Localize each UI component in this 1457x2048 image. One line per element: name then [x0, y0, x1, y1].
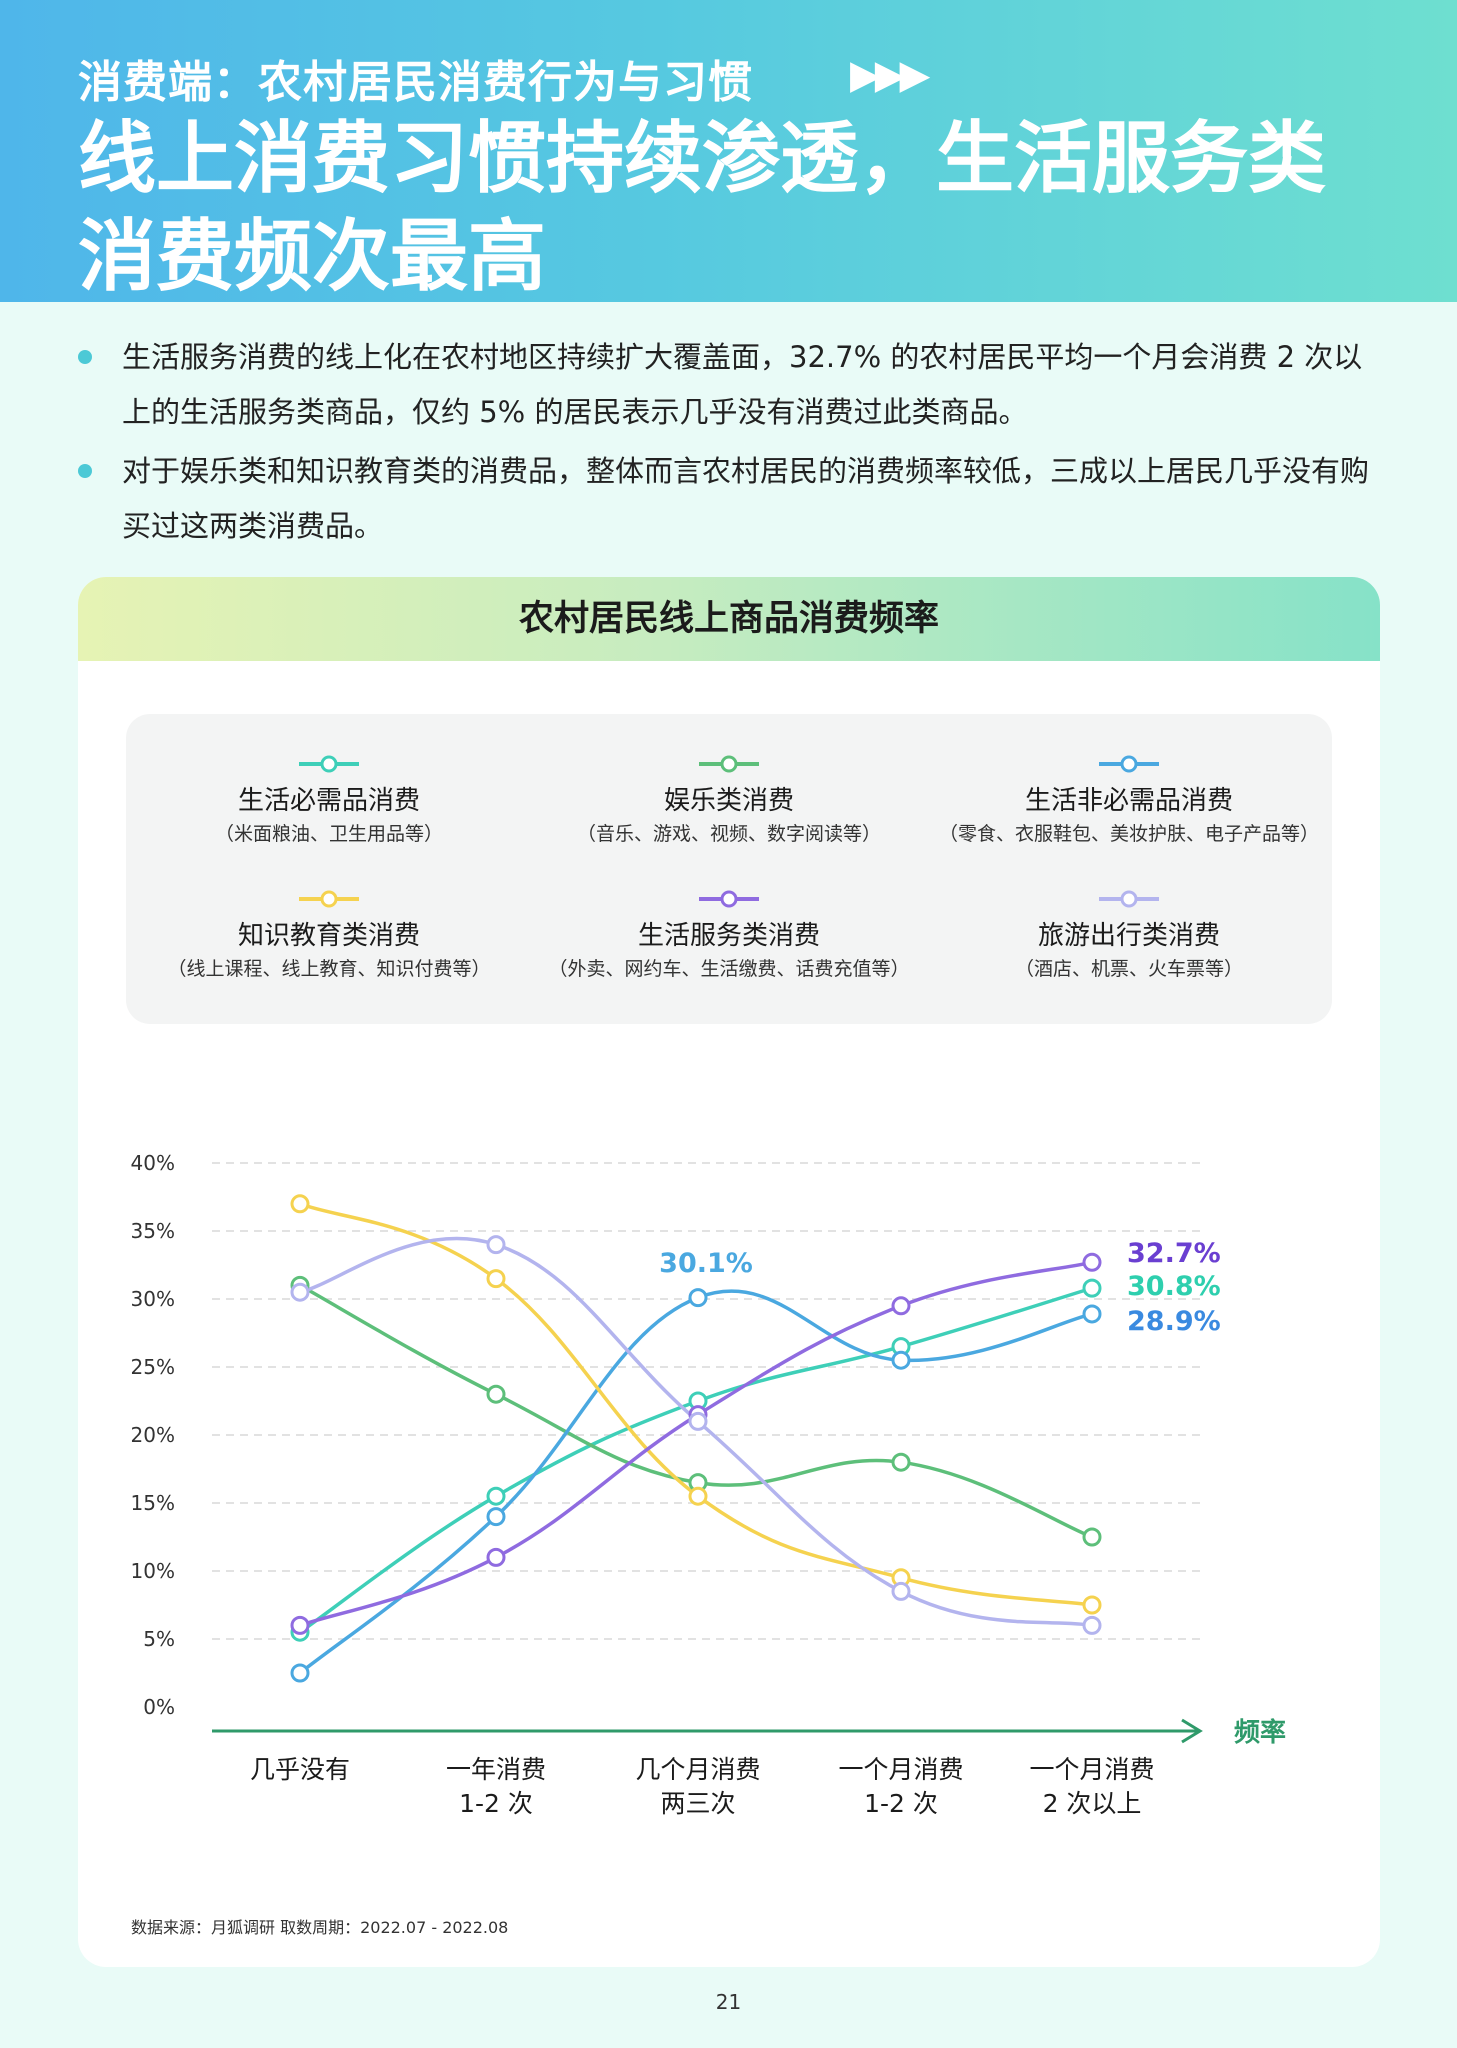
x-tick-label: 2 次以上 — [1043, 1789, 1142, 1818]
x-tick-label: 1-2 次 — [864, 1789, 938, 1818]
data-point — [688, 1486, 708, 1506]
legend-item: 生活必需品消费 （米面粮油、卫生用品等） — [129, 754, 529, 846]
data-point — [486, 1235, 506, 1255]
page-title: 线上消费习惯持续渗透，生活服务类 消费频次最高 — [78, 110, 1378, 306]
data-label: 30.1% — [659, 1248, 753, 1279]
y-tick-label: 10% — [131, 1559, 175, 1583]
data-point — [290, 1282, 310, 1302]
data-point — [290, 1615, 310, 1635]
legend-sublabel: （线上课程、线上教育、知识付费等） — [167, 958, 491, 980]
data-point — [1082, 1595, 1102, 1615]
section-kicker: 消费端：农村居民消费行为与习惯 — [78, 57, 753, 108]
chart-legend: 生活必需品消费 （米面粮油、卫生用品等） 娱乐类消费 （音乐、游戏、视频、数字阅读等）… — [126, 714, 1332, 1024]
legend-sublabel: （米面粮油、卫生用品等） — [214, 823, 443, 845]
data-point — [486, 1384, 506, 1404]
data-label: 32.7% — [1127, 1238, 1221, 1269]
x-axis-label: 频率 — [1234, 1717, 1286, 1748]
legend-marker-icon — [299, 890, 359, 908]
legend-label: 旅游出行类消费 — [1037, 921, 1220, 951]
legend-label: 生活必需品消费 — [237, 786, 420, 816]
page-header: 消费端：农村居民消费行为与习惯 ▶▶▶ 线上消费习惯持续渗透，生活服务类 消费频… — [0, 0, 1457, 302]
data-point — [1082, 1252, 1102, 1272]
data-point — [891, 1296, 911, 1316]
legend-label: 知识教育类消费 — [237, 921, 420, 951]
legend-item: 生活服务类消费 （外卖、网约车、生活缴费、话费充值等） — [529, 889, 929, 981]
y-tick-label: 20% — [131, 1423, 175, 1447]
legend-marker-icon — [1099, 890, 1159, 908]
bullet-item: 生活服务消费的线上化在农村地区持续扩大覆盖面，32.7% 的农村居民平均一个月会… — [78, 330, 1388, 440]
legend-item: 旅游出行类消费 （酒店、机票、火车票等） — [929, 889, 1329, 981]
data-point — [486, 1269, 506, 1289]
bullet-text: 生活服务消费的线上化在农村地区持续扩大覆盖面，32.7% 的农村居民平均一个月会… — [122, 340, 1363, 429]
legend-sublabel: （音乐、游戏、视频、数字阅读等） — [576, 823, 881, 845]
legend-item: 娱乐类消费 （音乐、游戏、视频、数字阅读等） — [529, 754, 929, 846]
x-tick-label: 几个月消费 — [635, 1755, 760, 1784]
data-point — [688, 1411, 708, 1431]
summary-bullets: 生活服务消费的线上化在农村地区持续扩大覆盖面，32.7% 的农村居民平均一个月会… — [78, 330, 1388, 558]
data-label: 28.9% — [1127, 1306, 1221, 1337]
x-axis-arrow-icon — [1181, 1718, 1203, 1744]
data-point — [891, 1452, 911, 1472]
x-tick-label: 几乎没有 — [250, 1755, 350, 1784]
data-point — [1082, 1304, 1102, 1324]
bullet-dot-icon — [78, 350, 92, 364]
data-point — [1082, 1527, 1102, 1547]
data-point — [891, 1350, 911, 1370]
legend-marker-icon — [299, 755, 359, 773]
y-tick-label: 15% — [131, 1491, 175, 1515]
legend-item: 生活非必需品消费 （零食、衣服鞋包、美妆护肤、电子产品等） — [929, 754, 1329, 846]
series-line — [299, 1286, 1093, 1634]
page-number: 21 — [715, 1990, 742, 2014]
data-point — [688, 1288, 708, 1308]
data-point — [486, 1486, 506, 1506]
bullet-text: 对于娱乐类和知识教育类的消费品，整体而言农村居民的消费频率较低，三成以上居民几乎… — [122, 454, 1370, 543]
data-source: 数据来源：月狐调研 取数周期：2022.07 - 2022.08 — [131, 1918, 509, 1937]
arrows-icon: ▶▶▶ — [850, 52, 930, 98]
data-point — [486, 1547, 506, 1567]
x-tick-label: 1-2 次 — [459, 1789, 533, 1818]
data-point — [486, 1507, 506, 1527]
data-point — [1082, 1615, 1102, 1635]
legend-sublabel: （外卖、网约车、生活缴费、话费充值等） — [548, 958, 910, 980]
data-point — [290, 1194, 310, 1214]
chart-card-header — [78, 577, 1380, 661]
bullet-item: 对于娱乐类和知识教育类的消费品，整体而言农村居民的消费频率较低，三成以上居民几乎… — [78, 444, 1388, 554]
page-title-line1: 线上消费习惯持续渗透，生活服务类 — [78, 114, 1327, 204]
x-tick-label: 一个月消费 — [838, 1755, 963, 1784]
data-point — [1082, 1278, 1102, 1298]
page-title-line2: 消费频次最高 — [78, 212, 547, 302]
x-tick-label: 一年消费 — [446, 1755, 546, 1784]
chart-card: 农村居民线上商品消费频率 生活必需品消费 （米面粮油、卫生用品等） 娱乐类消费 （音乐… — [78, 577, 1380, 1967]
y-tick-label: 0% — [143, 1695, 175, 1719]
y-tick-label: 40% — [131, 1151, 175, 1175]
y-tick-label: 25% — [131, 1355, 175, 1379]
y-tick-label: 5% — [143, 1627, 175, 1651]
legend-label: 生活服务类消费 — [637, 921, 820, 951]
legend-label: 生活非必需品消费 — [1024, 786, 1233, 816]
x-tick-label: 两三次 — [660, 1789, 735, 1818]
legend-label: 娱乐类消费 — [663, 786, 794, 816]
data-point — [891, 1581, 911, 1601]
chart-title: 农村居民线上商品消费频率 — [518, 599, 939, 639]
y-tick-label: 35% — [131, 1219, 175, 1243]
legend-item: 知识教育类消费 （线上课程、线上教育、知识付费等） — [129, 889, 529, 981]
legend-sublabel: （零食、衣服鞋包、美妆护肤、电子产品等） — [938, 823, 1319, 845]
legend-marker-icon — [699, 890, 759, 908]
x-tick-label: 一个月消费 — [1029, 1755, 1154, 1784]
data-point — [290, 1663, 310, 1683]
legend-marker-icon — [699, 755, 759, 773]
legend-marker-icon — [1099, 755, 1159, 773]
y-tick-label: 30% — [131, 1287, 175, 1311]
data-label: 30.8% — [1127, 1271, 1221, 1302]
bullet-dot-icon — [78, 464, 92, 478]
legend-sublabel: （酒店、机票、火车票等） — [1014, 958, 1243, 980]
